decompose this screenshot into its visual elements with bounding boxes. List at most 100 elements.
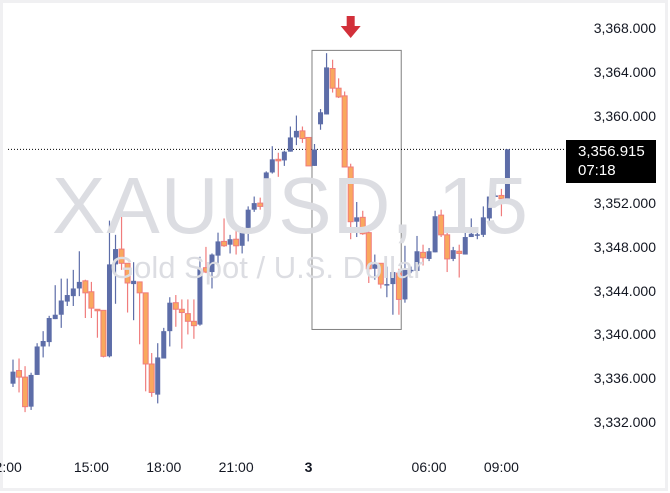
candle-bullish (113, 249, 119, 265)
candle-bullish (324, 67, 330, 115)
candle-bearish (124, 262, 131, 284)
candle-bullish (293, 130, 299, 138)
candle-bullish (390, 272, 396, 285)
candle-bullish (474, 234, 480, 236)
candle-bullish (504, 149, 510, 199)
candle-bearish (257, 202, 264, 207)
candle-bullish (480, 217, 486, 235)
candle-bearish (438, 214, 445, 236)
candle-bullish (46, 318, 52, 343)
candle-bullish (372, 264, 378, 269)
watermark-description: Gold Spot / U.S. Dollar (110, 250, 424, 285)
time-tick-label: 2:00 (0, 459, 22, 475)
candle-bearish (329, 67, 336, 89)
candle-bullish (131, 280, 137, 285)
candle-bullish (10, 371, 16, 384)
candle-bullish (408, 269, 414, 272)
candle-bearish (172, 302, 179, 310)
candle-bullish (426, 251, 432, 259)
candle-bullish (432, 216, 438, 253)
price-tick-label: 3,336.000 (593, 370, 656, 387)
candle-bearish (100, 309, 107, 357)
candle-bearish (365, 232, 372, 270)
candle-bearish (148, 363, 155, 393)
candle-bullish (155, 357, 161, 395)
candle-bearish (444, 234, 451, 260)
candle-bullish (52, 314, 58, 320)
candle-bearish (221, 240, 228, 247)
price-tick-label: 3,360.000 (593, 107, 656, 124)
candle-bullish (281, 151, 287, 161)
candle-bearish (184, 313, 191, 322)
candle-bearish (335, 87, 342, 98)
candle-bearish (498, 194, 505, 200)
price-tick-label: 3,332.000 (593, 413, 656, 430)
candle-bullish (462, 237, 468, 255)
candle-bearish (16, 370, 23, 378)
candle-bearish (136, 281, 143, 294)
candle-bearish (275, 158, 282, 162)
candle-bullish (318, 112, 324, 125)
time-tick-label: 06:00 (411, 459, 447, 475)
candle-bullish (354, 217, 360, 222)
candle-bullish (215, 241, 221, 256)
arrow-down-icon (340, 16, 361, 38)
candle-bullish (468, 233, 474, 238)
time-tick-label: 09:00 (483, 459, 519, 475)
candle-bearish (233, 238, 240, 247)
candle-bearish (118, 248, 125, 264)
candle-bearish (94, 308, 101, 312)
candle-bullish (34, 346, 40, 375)
candle-bullish (312, 149, 317, 166)
candle-bullish (263, 172, 269, 208)
watermark-symbol: XAUUSD, 15 (52, 161, 529, 250)
candle-bearish (22, 376, 29, 408)
candle-bearish (359, 216, 366, 235)
candle-bullish (492, 195, 498, 197)
price-tick-label: 3,344.000 (593, 282, 656, 299)
candle-bearish (420, 251, 427, 259)
candle-bearish (377, 262, 384, 285)
candle-bullish (197, 268, 203, 325)
time-tick-label: 15:00 (73, 459, 109, 475)
candle-bearish (178, 308, 185, 314)
candle-bullish (251, 203, 257, 210)
candle-bullish (76, 281, 82, 289)
price-tick-label: 3,348.000 (593, 238, 656, 255)
time-tick-label: 3 (304, 459, 313, 475)
candle-bullish (287, 137, 293, 152)
candle-bullish (209, 254, 215, 273)
candle-bullish (245, 209, 251, 231)
bar-countdown: 07:18 (578, 162, 616, 179)
candle-bullish (450, 250, 456, 259)
candle-bullish (227, 239, 233, 245)
candle-bullish (384, 284, 390, 286)
price-tick-label: 3,368.000 (593, 20, 656, 36)
candle-bullish (64, 295, 70, 302)
candle-bullish (58, 300, 64, 315)
candle-bullish (167, 302, 173, 332)
candle-bullish (70, 288, 76, 297)
time-tick-label: 18:00 (146, 459, 182, 475)
candle-bearish (305, 136, 312, 167)
price-tick-label: 3,352.000 (593, 195, 656, 212)
candle-bullish (269, 159, 275, 173)
price-tick-label: 3,364.000 (593, 63, 656, 80)
last-price-label: 3,356.915 07:18 (566, 140, 656, 183)
candle-bearish (299, 130, 306, 140)
plot-left-border (0, 3, 8, 488)
candle-bearish (395, 272, 402, 300)
candle-bearish (88, 291, 95, 309)
price-tick-label: 3,340.000 (593, 326, 656, 343)
highlight-rectangle (311, 49, 402, 330)
candle-bullish (414, 251, 420, 271)
candle-bearish (142, 292, 149, 365)
time-tick-label: 21:00 (218, 459, 254, 475)
candle-bullish (486, 196, 492, 219)
candle-bearish (190, 320, 197, 327)
candle-bearish (456, 250, 463, 254)
candle-bullish (239, 229, 245, 246)
candle-bearish (202, 267, 209, 273)
candle-bearish (341, 95, 348, 168)
